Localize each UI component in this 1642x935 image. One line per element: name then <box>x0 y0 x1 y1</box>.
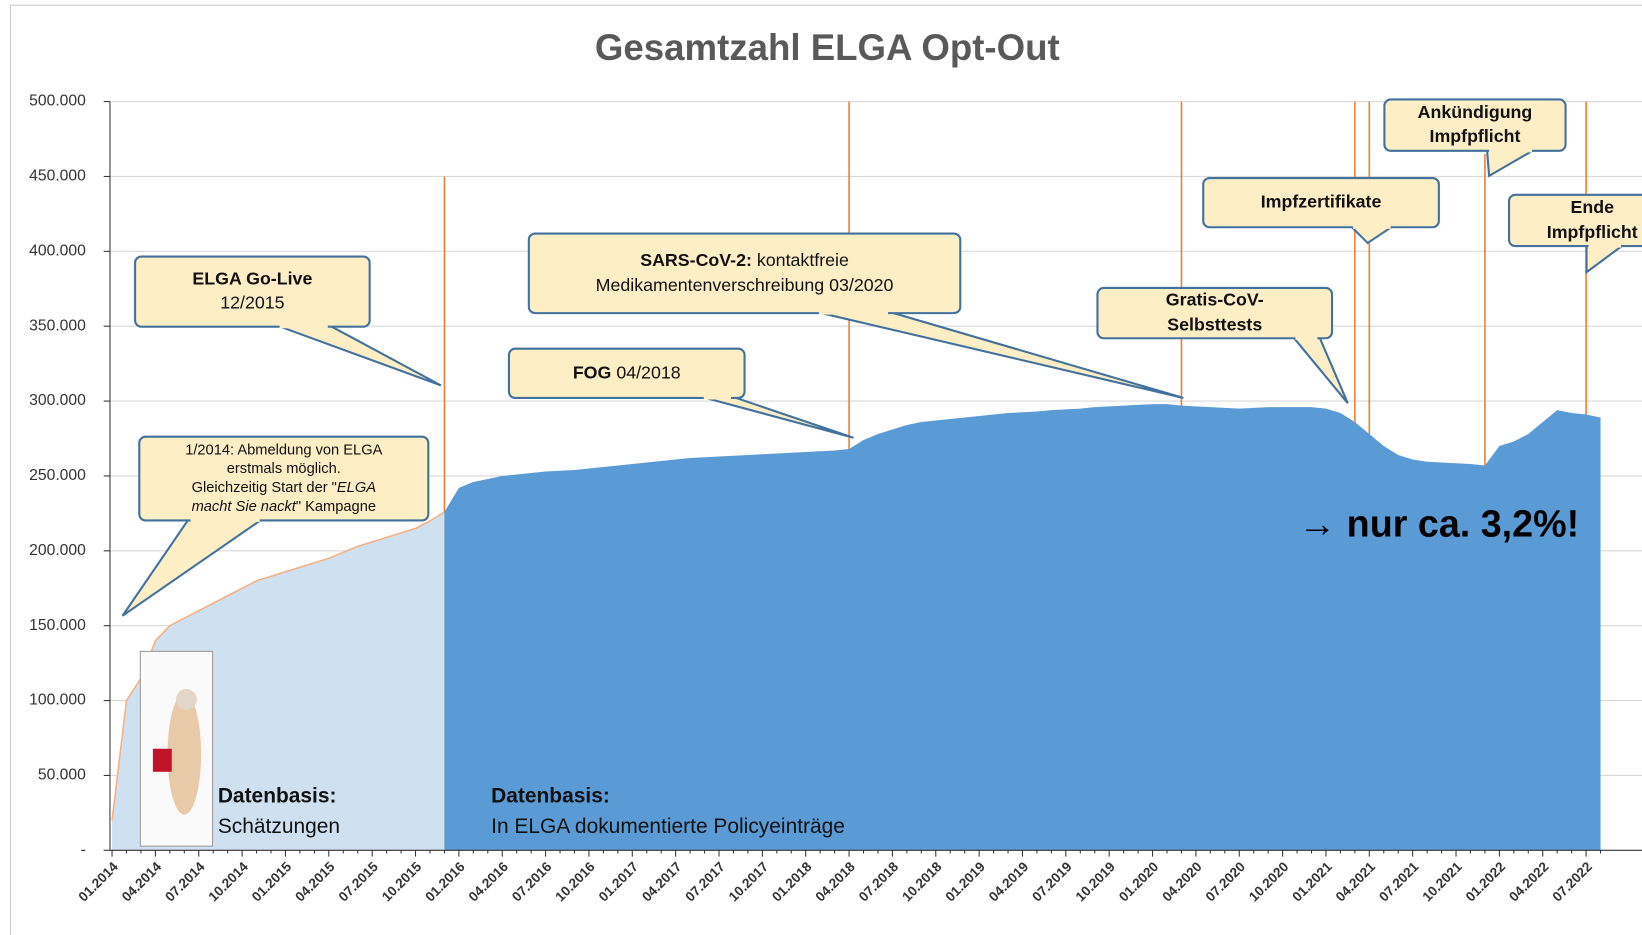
note: → nur ca. 3,2%! <box>1299 503 1580 545</box>
callout-segment: 12/2015 <box>220 292 284 312</box>
y-tick-label: 400.000 <box>29 242 86 259</box>
legend-title: Datenbasis: <box>218 784 337 807</box>
callout-segment: erstmals möglich. <box>227 461 341 477</box>
poster-figure <box>167 693 202 815</box>
callout-box <box>507 347 746 399</box>
callout-segment: ELGA Go-Live <box>192 268 312 288</box>
y-tick-label: 150.000 <box>29 617 86 634</box>
y-tick-label: 500.000 <box>29 93 86 110</box>
y-tick-label: 200.000 <box>29 542 86 559</box>
y-tick-label: 350.000 <box>29 317 86 334</box>
callout-segment: Selbsttests <box>1167 314 1262 334</box>
y-tick-label: 100.000 <box>29 692 86 709</box>
callout-segment: Impfpflicht <box>1547 222 1638 242</box>
poster-head <box>175 689 197 711</box>
callout-segment: Medikamentenverschreibung 03/2020 <box>596 275 894 295</box>
callout-text: Impfzertifikate <box>1261 191 1382 211</box>
callout-segment: Impfzertifikate <box>1261 191 1382 211</box>
callout-box <box>134 255 371 328</box>
y-tick-label: - <box>81 841 86 858</box>
legend-title: Datenbasis: <box>491 784 610 807</box>
callout-segment: " Kampagne <box>296 499 376 515</box>
callout-box <box>527 232 962 315</box>
callout-text: Medikamentenverschreibung 03/2020 <box>596 275 894 295</box>
callout-text: 12/2015 <box>220 292 284 312</box>
callout-segment: FOG <box>573 362 612 382</box>
callout-text: ELGA Go-Live <box>192 268 312 288</box>
callout-text: Impfpflicht <box>1430 126 1521 146</box>
poster-badge <box>152 748 172 772</box>
callout-segment: Impfpflicht <box>1430 126 1521 146</box>
callout-text: 1/2014: Abmeldung von ELGA <box>185 442 382 458</box>
callout-text: Impfpflicht <box>1547 222 1638 242</box>
callout-segment: kontaktfreie <box>752 249 849 269</box>
callout-segment: Ankündigung <box>1418 102 1533 122</box>
callout-text: Selbsttests <box>1167 314 1262 334</box>
callout-box <box>1096 286 1334 340</box>
callout-text: erstmals möglich. <box>227 461 341 477</box>
callout-segment: Ende <box>1571 197 1615 217</box>
y-tick-label: 50.000 <box>38 767 86 784</box>
callout-segment: 04/2018 <box>611 362 680 382</box>
callout-segment: Gleichzeitig Start der " <box>192 480 337 496</box>
callout-box <box>1202 176 1440 229</box>
callout-segment: ELGA <box>337 480 376 496</box>
callout-text: FOG 04/2018 <box>573 362 681 382</box>
callout-text: SARS-CoV-2: kontaktfreie <box>640 249 849 269</box>
y-tick-label: 250.000 <box>29 467 86 484</box>
callout-text: Ankündigung <box>1418 102 1533 122</box>
chart-title: Gesamtzahl ELGA Opt-Out <box>595 27 1060 68</box>
y-tick-label: 300.000 <box>29 392 86 409</box>
callout-segment: macht Sie nackt <box>192 499 297 515</box>
callout-text: Ende <box>1571 197 1615 217</box>
chart-body: Gesamtzahl ELGA Opt-Out - 50.000 100.000 15… <box>9 4 1642 935</box>
legend-label: In ELGA dokumentierte Policyeinträge <box>491 815 845 838</box>
area-edge <box>111 511 445 821</box>
callout-segment: Gratis-CoV- <box>1166 289 1264 309</box>
y-tick-label: 450.000 <box>29 168 86 185</box>
callout-box <box>138 435 430 522</box>
callout-segment: 1/2014: Abmeldung von ELGA <box>185 442 382 458</box>
legend-label: Schätzungen <box>218 815 340 838</box>
callout-text: macht Sie nackt" Kampagne <box>192 499 376 515</box>
callout-text: Gleichzeitig Start der "ELGA <box>192 480 376 496</box>
callout-text: Gratis-CoV- <box>1166 289 1264 309</box>
area <box>444 404 1601 851</box>
callout-segment: SARS-CoV-2: <box>640 249 752 269</box>
callout-box <box>1383 98 1567 152</box>
